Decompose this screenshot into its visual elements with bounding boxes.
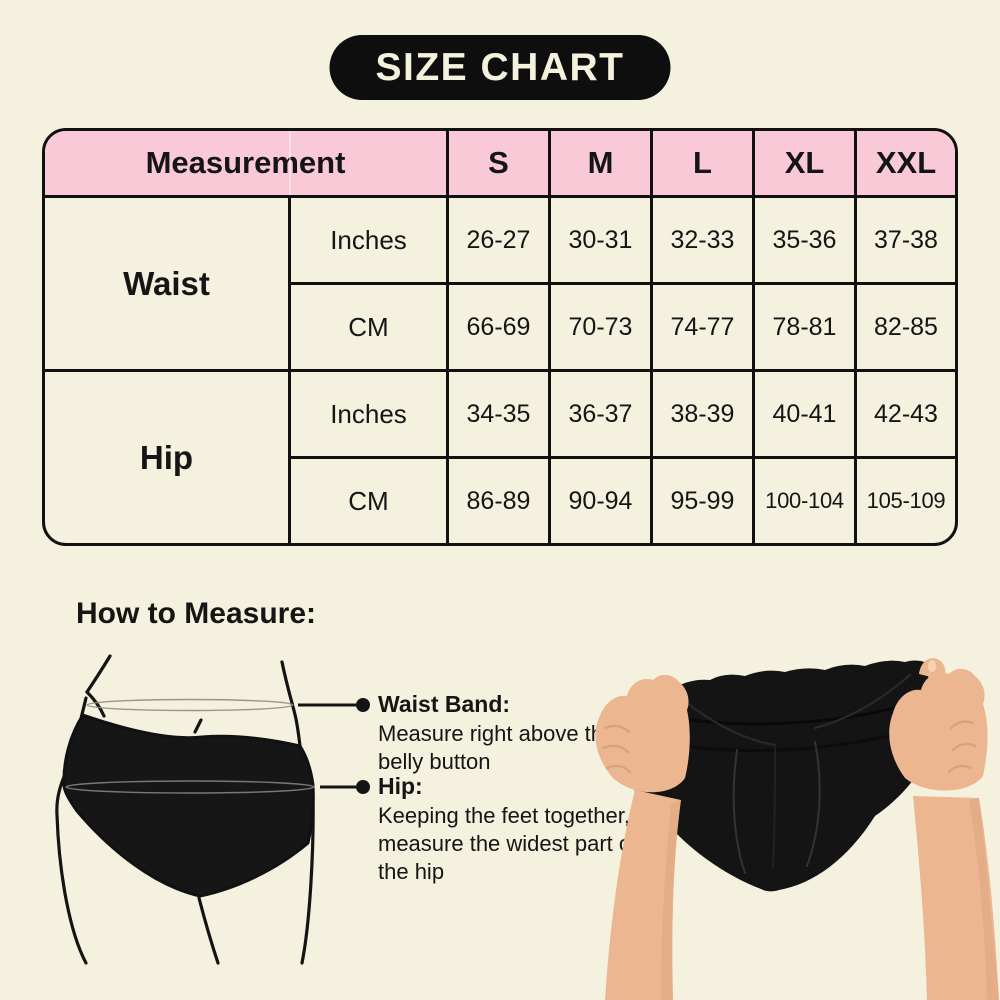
waist-inches-xxl: 37-38 [857,198,955,285]
waist-bullet-dot [356,698,370,712]
waist-inches-l: 32-33 [653,198,755,285]
hip-inches-l: 38-39 [653,372,755,459]
unit-hip-cm: CM [291,459,449,543]
hip-annotation: Hip: Keeping the feet together, measure … [378,773,650,886]
photo-underwear-shape [630,660,933,892]
waist-cm-xl: 78-81 [755,285,857,372]
size-table: Measurement S M L XL XXL Waist Inches 26… [42,128,958,546]
photo-fabric-fold [681,698,777,747]
waist-band-annotation: Waist Band: Measure right above the bell… [378,691,650,776]
photo-gusset-seam [806,741,821,867]
figure-arm-line [85,690,106,718]
hip-inches-m: 36-37 [551,372,653,459]
hip-bullet-dot [356,780,370,794]
unit-hip-inches: Inches [291,372,449,459]
figure-left-leg-line [55,768,88,965]
photo-right-arm-shadow [969,798,999,1000]
unit-waist-inches: Inches [291,198,449,285]
photo-left-finger-crease [605,764,632,774]
body-measurement-diagram [55,654,370,965]
figure-arm-line [85,654,112,694]
photo-right-finger-crease [947,764,973,774]
header-size-s: S [449,131,551,198]
waist-cm-s: 66-69 [449,285,551,372]
waist-cm-m: 70-73 [551,285,653,372]
hands-stretching-underwear-photo [595,658,999,1000]
waist-measure-line [86,698,294,712]
unit-waist-cm: CM [291,285,449,372]
header-measurement: Measurement [45,131,449,198]
hip-inches-xl: 40-41 [755,372,857,459]
figure-belly-button [193,718,203,734]
page-title: SIZE CHART [329,35,671,100]
photo-left-arm-shadow [661,800,681,1000]
hip-inches-s: 34-35 [449,372,551,459]
hip-description: Keeping the feet together, measure the w… [378,803,638,884]
figure-middle-leg-line [197,896,220,965]
waist-inches-m: 30-31 [551,198,653,285]
row-group-waist: Waist [45,198,291,372]
photo-right-finger-crease [951,742,977,752]
figure-underwear-shape [62,713,315,898]
header-size-m: M [551,131,653,198]
header-size-xl: XL [755,131,857,198]
photo-gusset-seam [732,749,746,874]
photo-left-finger-crease [603,724,631,734]
how-to-measure-heading: How to Measure: [76,597,317,630]
hip-inches-xxl: 42-43 [857,372,955,459]
waist-band-description: Measure right above the belly button [378,721,616,774]
waist-cm-xxl: 82-85 [857,285,955,372]
row-group-hip: Hip [45,372,291,543]
photo-fabric-fold [772,747,776,869]
hip-measure-line [65,780,315,794]
hip-cm-s: 86-89 [449,459,551,543]
photo-left-finger-crease [601,744,630,754]
figure-right-torso-line [280,660,302,748]
photo-left-thumb [641,688,685,719]
photo-right-hand [889,668,988,791]
hip-cm-l: 95-99 [653,459,755,543]
photo-fabric-fold [813,673,912,730]
waist-inches-s: 26-27 [449,198,551,285]
waist-inches-xl: 35-36 [755,198,857,285]
header-size-l: L [653,131,755,198]
photo-fingernail [928,660,936,672]
hip-cm-xxl: 105-109 [866,488,946,513]
hip-cm-xl: 100-104 [755,459,857,543]
hip-cm-m: 90-94 [551,459,653,543]
photo-right-finger-crease [949,720,975,730]
hip-label: Hip: [378,773,423,799]
header-size-xxl: XXL [857,131,955,198]
waist-cm-l: 74-77 [653,285,755,372]
waist-band-label: Waist Band: [378,691,511,717]
